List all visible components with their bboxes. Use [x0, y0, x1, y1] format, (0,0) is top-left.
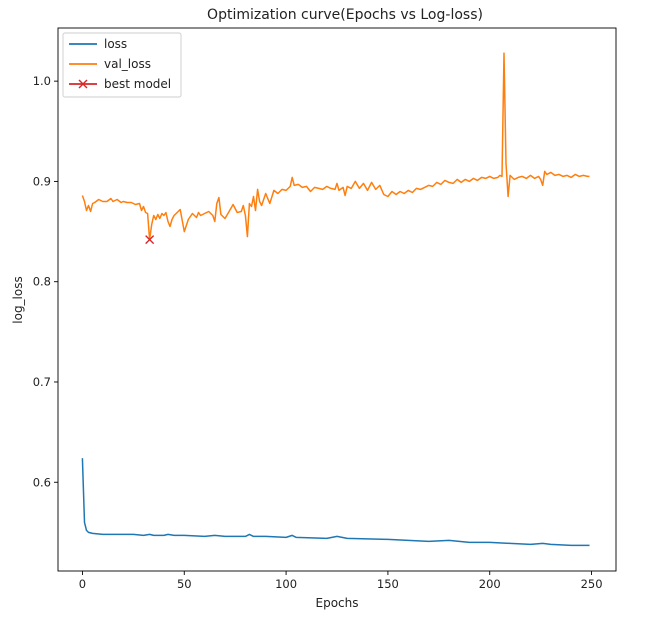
marker-layer	[145, 235, 155, 245]
legend-swatch-best-model-x2	[78, 79, 88, 89]
y-axis: 0.6 0.7 0.8 0.9 1.0	[33, 74, 58, 489]
series-line-loss	[81, 458, 590, 547]
legend-label-loss: loss	[104, 37, 127, 51]
legend: loss val_loss best model	[62, 32, 182, 98]
plot-frame	[57, 27, 617, 572]
x-tick-label: 0	[79, 577, 86, 591]
legend-box	[62, 32, 182, 98]
legend-label-val-loss: val_loss	[104, 57, 151, 71]
series-line-val-loss	[81, 52, 590, 241]
marker-stroke-b	[145, 235, 155, 245]
x-tick-label: 150	[377, 577, 399, 591]
y-tick-label: 0.8	[33, 275, 51, 289]
x-tick-label: 50	[177, 577, 192, 591]
marker-best-model	[145, 235, 155, 245]
legend-swatch-best-model	[69, 79, 97, 89]
x-axis-label: Epochs	[316, 596, 359, 610]
y-tick-label: 0.9	[33, 174, 51, 188]
y-axis-label: log_loss	[11, 276, 25, 323]
series-layer	[81, 52, 590, 547]
plot-area	[57, 27, 617, 572]
x-axis: 0 50 100 150 200 250	[79, 571, 603, 591]
x-tick-label: 250	[581, 577, 603, 591]
legend-label-best-model: best model	[104, 77, 171, 91]
y-tick-label: 0.7	[33, 375, 51, 389]
y-tick-label: 1.0	[33, 74, 51, 88]
chart-title: Optimization curve(Epochs vs Log-loss)	[207, 7, 483, 23]
y-tick-label: 0.6	[33, 475, 51, 489]
x-tick-label: 100	[275, 577, 297, 591]
x-tick-label: 200	[479, 577, 501, 591]
